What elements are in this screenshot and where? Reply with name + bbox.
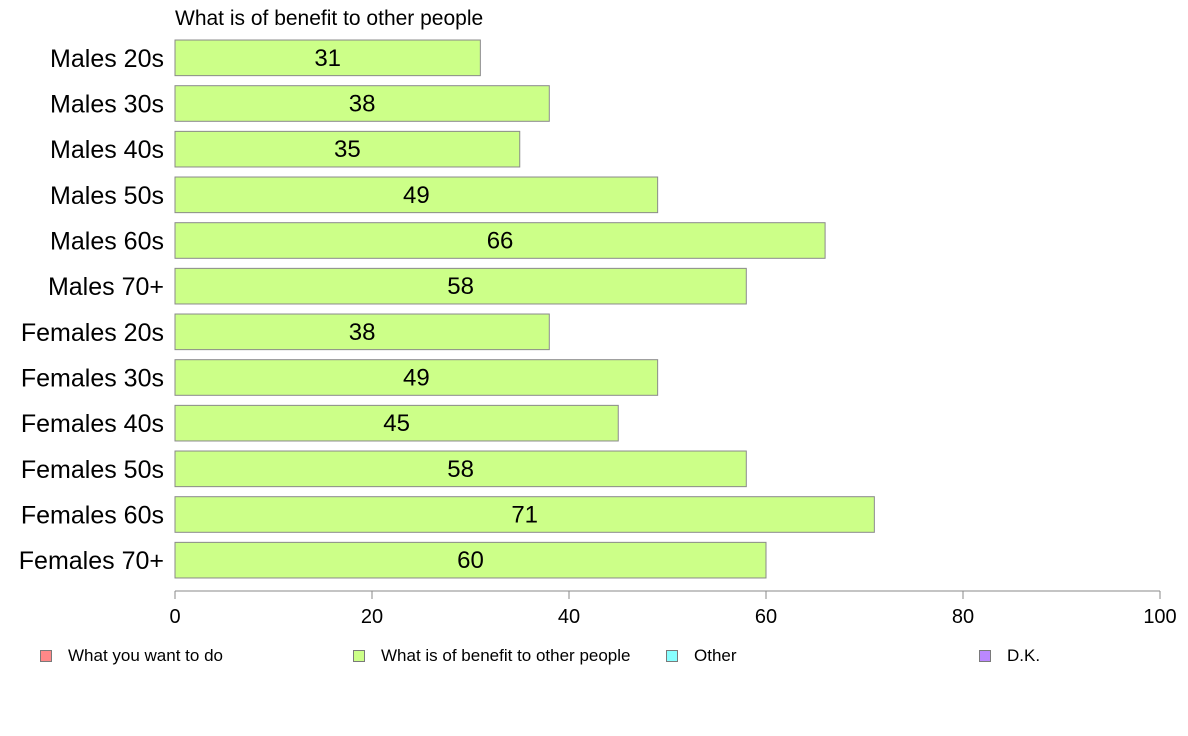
legend-item-benefit: What is of benefit to other people bbox=[353, 645, 631, 667]
bar-males-70plus bbox=[174, 267, 747, 305]
legend-label-other: Other bbox=[694, 646, 737, 665]
legend-swatch-dk bbox=[979, 650, 991, 662]
chart-title: What is of benefit to other people bbox=[175, 7, 484, 30]
x-tick-label-1: 20 bbox=[361, 606, 383, 628]
bar-chart-svg: 31 Males 20s 38 Males 30s 35 Males 40s 49 Males… bbox=[19, 39, 1177, 628]
legend-label-want: What you want to do bbox=[68, 646, 223, 665]
bar-females-40s bbox=[174, 404, 619, 442]
bar-females-30s bbox=[174, 359, 659, 396]
data-label-females-20s: 38 bbox=[349, 319, 376, 346]
legend: What you want to do What is of benefit t… bbox=[0, 645, 1188, 669]
data-label-females-30s: 49 bbox=[403, 365, 430, 392]
category-label-males-60s: Males 60s bbox=[50, 228, 164, 256]
legend-item-dk: D.K. bbox=[979, 645, 1040, 667]
data-label-females-70plus: 60 bbox=[457, 547, 484, 574]
bar-females-70plus bbox=[174, 541, 767, 579]
data-label-males-70plus: 58 bbox=[447, 273, 474, 300]
data-label-males-50s: 49 bbox=[403, 182, 430, 209]
x-tick-label-3: 60 bbox=[755, 606, 777, 628]
data-label-males-30s: 38 bbox=[349, 91, 376, 118]
legend-swatch-other bbox=[666, 650, 678, 662]
bar-males-20s bbox=[174, 39, 481, 77]
data-label-males-20s: 31 bbox=[314, 45, 341, 72]
x-tick-label-2: 40 bbox=[558, 606, 580, 628]
bar-females-50s bbox=[174, 450, 747, 488]
x-tick-label-0: 0 bbox=[169, 606, 180, 628]
legend-label-benefit: What is of benefit to other people bbox=[381, 646, 631, 665]
legend-swatch-benefit bbox=[353, 650, 365, 662]
data-label-females-40s: 45 bbox=[383, 410, 410, 437]
category-label-males-40s: Males 40s bbox=[50, 136, 164, 164]
category-label-females-40s: Females 40s bbox=[21, 410, 164, 438]
data-label-females-50s: 58 bbox=[447, 456, 474, 483]
legend-swatch-want bbox=[40, 650, 52, 662]
bar-females-60s bbox=[174, 496, 875, 533]
category-label-males-20s: Males 20s bbox=[50, 45, 164, 73]
legend-label-dk: D.K. bbox=[1007, 646, 1041, 665]
bar-males-30s bbox=[174, 85, 550, 122]
bar-males-40s bbox=[174, 130, 521, 168]
legend-item-want: What you want to do bbox=[40, 645, 223, 667]
category-label-females-20s: Females 20s bbox=[21, 319, 164, 347]
category-label-females-70plus: Females 70+ bbox=[19, 547, 164, 575]
category-label-males-30s: Males 30s bbox=[50, 91, 164, 119]
category-label-females-30s: Females 30s bbox=[21, 365, 164, 393]
category-label-males-50s: Males 50s bbox=[50, 182, 164, 210]
data-label-males-60s: 66 bbox=[487, 228, 514, 255]
category-label-females-60s: Females 60s bbox=[21, 502, 164, 530]
category-label-females-50s: Females 50s bbox=[21, 456, 164, 484]
bar-males-50s bbox=[174, 176, 659, 214]
data-label-males-40s: 35 bbox=[334, 136, 361, 163]
bar-females-20s bbox=[174, 313, 550, 351]
legend-item-other: Other bbox=[666, 645, 737, 667]
bar-males-60s bbox=[174, 222, 826, 259]
data-label-females-60s: 71 bbox=[511, 502, 538, 529]
x-tick-label-5: 100 bbox=[1143, 606, 1176, 628]
category-label-males-70plus: Males 70+ bbox=[48, 273, 164, 301]
x-tick-label-4: 80 bbox=[952, 606, 974, 628]
